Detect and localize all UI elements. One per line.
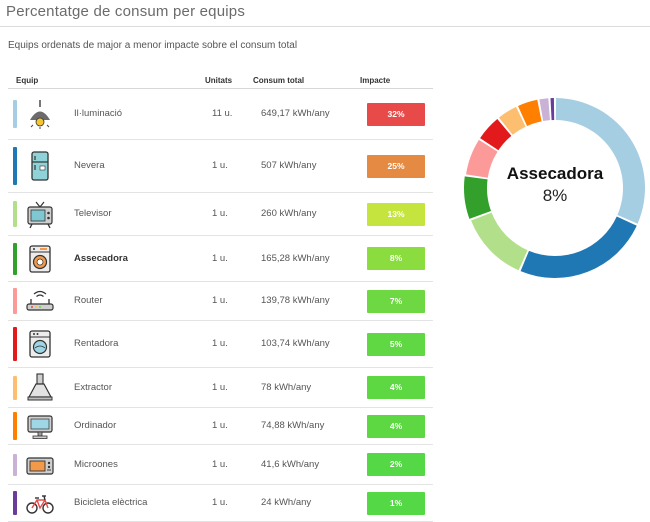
equipment-consumption: 41,6 kWh/any xyxy=(261,458,320,470)
equipment-units: 1 u. xyxy=(212,381,228,393)
row-color-stripe xyxy=(13,453,17,476)
table-row[interactable]: Microones 1 u. 41,6 kWh/any 2% xyxy=(8,445,433,485)
table-row[interactable]: Nevera 1 u. 507 kWh/any 25% xyxy=(8,140,433,193)
page-title: Percentatge de consum per equips xyxy=(6,3,246,20)
table-row[interactable]: Router 1 u. 139,78 kWh/any 7% xyxy=(8,282,433,321)
computer-icon xyxy=(25,411,55,441)
column-total: Consum total xyxy=(253,76,305,85)
extractor-icon xyxy=(25,372,55,403)
page-subtitle: Equips ordenats de major a menor impacte… xyxy=(8,40,298,51)
impact-badge: 7% xyxy=(367,289,425,313)
equipment-consumption: 260 kWh/any xyxy=(261,208,317,219)
column-units: Unitats xyxy=(205,76,233,85)
equipment-units: 1 u. xyxy=(212,252,228,264)
equipment-units: 1 u. xyxy=(212,420,228,431)
equipment-units: 1 u. xyxy=(212,160,228,171)
donut-slice-5[interactable] xyxy=(466,139,498,178)
donut-slice-8[interactable] xyxy=(518,99,542,127)
impact-badge: 4% xyxy=(367,376,425,399)
table-row[interactable]: Il·luminació 11 u. 649,17 kWh/any 32% xyxy=(8,89,433,140)
column-impact: Impacte xyxy=(360,76,391,85)
router-icon xyxy=(25,286,55,316)
impact-badge: 32% xyxy=(367,102,425,126)
equipment-name: Bicicleta elèctrica xyxy=(74,497,148,508)
equipment-name: Microones xyxy=(74,458,118,470)
impact-badge: 5% xyxy=(367,332,425,356)
equipment-consumption: 78 kWh/any xyxy=(261,381,312,393)
donut-slice-10[interactable] xyxy=(550,98,555,121)
table-header: Equip Unitats Consum total Impacte xyxy=(8,72,433,89)
equipment-consumption: 74,88 kWh/any xyxy=(261,420,325,431)
row-color-stripe xyxy=(13,412,17,440)
donut-center-label: Assecadora xyxy=(506,164,604,183)
impact-badge: 8% xyxy=(367,247,425,270)
row-color-stripe xyxy=(13,201,17,227)
row-color-stripe xyxy=(13,242,17,275)
equipment-name: Televisor xyxy=(74,208,112,219)
donut-slice-7[interactable] xyxy=(498,106,526,135)
equipment-consumption: 103,74 kWh/any xyxy=(261,338,330,349)
donut-slice-9[interactable] xyxy=(539,98,550,122)
table-row[interactable]: Assecadora 1 u. 165,28 kWh/any 8% xyxy=(8,236,433,282)
equipment-consumption: 507 kWh/any xyxy=(261,160,317,171)
lamp-icon xyxy=(25,99,55,129)
row-color-stripe xyxy=(13,327,17,361)
equipment-name: Extractor xyxy=(74,381,113,393)
equipment-name: Nevera xyxy=(74,160,105,171)
equipment-consumption: 165,28 kWh/any xyxy=(261,252,330,264)
row-color-stripe xyxy=(13,375,17,400)
equipment-units: 1 u. xyxy=(212,458,228,470)
tv-icon xyxy=(25,199,55,229)
table-body: Il·luminació 11 u. 649,17 kWh/any 32% Nevera… xyxy=(8,89,433,522)
table-row[interactable]: Ordinador 1 u. 74,88 kWh/any 4% xyxy=(8,408,433,445)
donut-slice-6[interactable] xyxy=(480,118,512,151)
donut-slice-3[interactable] xyxy=(471,212,528,271)
table-row[interactable]: Rentadora 1 u. 103,74 kWh/any 5% xyxy=(8,321,433,368)
donut-center-value: 8% xyxy=(542,186,568,205)
microwave-icon xyxy=(25,450,55,480)
consumption-donut-chart xyxy=(464,98,645,278)
donut-slice-4[interactable] xyxy=(464,176,492,219)
table-row[interactable]: Televisor 1 u. 260 kWh/any 13% xyxy=(8,193,433,236)
impact-badge: 2% xyxy=(367,453,425,476)
dryer-icon xyxy=(25,244,55,274)
fridge-icon xyxy=(25,151,55,181)
equipment-name: Il·luminació xyxy=(74,108,123,119)
equipment-units: 1 u. xyxy=(212,497,228,508)
equipment-consumption: 649,17 kWh/any xyxy=(261,108,330,119)
equipment-name: Rentadora xyxy=(74,338,119,349)
equipment-units: 11 u. xyxy=(212,108,233,119)
table-row[interactable]: Bicicleta elèctrica 1 u. 24 kWh/any 1% xyxy=(8,485,433,522)
equipment-consumption: 139,78 kWh/any xyxy=(261,295,330,306)
equipment-name: Router xyxy=(74,295,103,306)
equipment-units: 1 u. xyxy=(212,208,228,219)
title-divider xyxy=(0,26,650,27)
impact-badge: 13% xyxy=(367,202,425,226)
row-color-stripe xyxy=(13,100,17,128)
table-row[interactable]: Extractor 1 u. 78 kWh/any 4% xyxy=(8,368,433,408)
impact-badge: 25% xyxy=(367,154,425,178)
equipment-units: 1 u. xyxy=(212,338,228,349)
row-color-stripe xyxy=(13,491,17,515)
donut-slice-2[interactable] xyxy=(520,216,637,278)
consumption-table: Equip Unitats Consum total Impacte Il·lu… xyxy=(8,72,433,522)
equipment-name: Assecadora xyxy=(74,252,128,264)
impact-badge: 4% xyxy=(367,414,425,438)
bicycle-icon xyxy=(25,488,55,518)
donut-slice-1[interactable] xyxy=(555,98,645,224)
washer-icon xyxy=(25,329,55,359)
row-color-stripe xyxy=(13,147,17,185)
equipment-units: 1 u. xyxy=(212,295,228,306)
row-color-stripe xyxy=(13,288,17,314)
column-equip: Equip xyxy=(16,76,39,85)
equipment-consumption: 24 kWh/any xyxy=(261,497,312,508)
impact-badge: 1% xyxy=(367,491,425,515)
equipment-name: Ordinador xyxy=(74,420,117,431)
